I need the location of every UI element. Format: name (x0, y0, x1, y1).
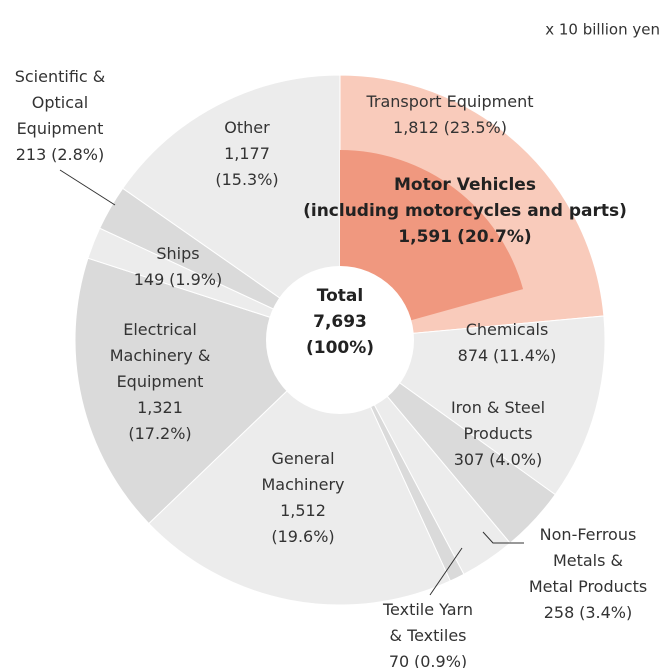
label-part: 1,512 (280, 501, 326, 520)
data-label: 1,177 (224, 144, 270, 163)
data-label: 1,321 (137, 398, 183, 417)
label-part: Ships (156, 244, 199, 263)
data-label: Metals & (553, 551, 623, 570)
data-label: & Textiles (390, 626, 467, 645)
data-label: General (271, 449, 334, 468)
label-part: Machinery & (110, 346, 211, 365)
label-part: (0.9%) (414, 652, 467, 668)
label-part: (15.3%) (215, 170, 278, 189)
data-label: (19.6%) (271, 527, 334, 546)
segment (122, 74, 341, 341)
data-label: 1,812 (23.5%) (393, 118, 507, 137)
data-label: Other (224, 118, 270, 137)
label-part: 874 (458, 346, 489, 365)
data-label: 307 (4.0%) (454, 450, 542, 469)
label-part: Metal Products (529, 577, 647, 596)
data-label: Metal Products (529, 577, 647, 596)
label-part: 7,693 (313, 312, 367, 332)
label-part: 213 (16, 145, 47, 164)
center-hole (266, 266, 414, 414)
label-part: 1,177 (224, 144, 270, 163)
leader-line (429, 547, 463, 596)
label-part: (23.5%) (444, 118, 507, 137)
data-label: (15.3%) (215, 170, 278, 189)
label-part: (100%) (306, 338, 374, 358)
label-part: Total (317, 286, 363, 306)
data-label: 7,693 (313, 312, 367, 332)
label-part: Textile Yarn (382, 600, 473, 619)
data-label: Transport Equipment (365, 92, 533, 111)
label-part: Equipment (17, 119, 104, 138)
data-label: 149 (1.9%) (134, 270, 222, 289)
data-label: Machinery (261, 475, 344, 494)
label-part: 1,321 (137, 398, 183, 417)
data-label: Iron & Steel (451, 398, 545, 417)
label-part: 1,812 (393, 118, 439, 137)
label-part: Metals & (553, 551, 623, 570)
label-part: (1.9%) (169, 270, 222, 289)
label-part: Scientific & (15, 67, 106, 86)
data-label: 1,512 (280, 501, 326, 520)
label-part: & Textiles (390, 626, 467, 645)
labels: Transport Equipment 1,812 (23.5%) Chemicals… (15, 67, 647, 668)
label-part: Iron & Steel (451, 398, 545, 417)
leader-line (59, 169, 116, 206)
data-label: Optical (32, 93, 89, 112)
label-part: Electrical (123, 320, 197, 339)
label-part: General (271, 449, 334, 468)
segments (74, 74, 606, 606)
label-part: Transport Equipment (365, 92, 533, 111)
unit-label: x 10 billion yen (545, 21, 660, 39)
data-label: Textile Yarn (382, 600, 473, 619)
data-label: (including motorcycles and parts) (303, 201, 627, 221)
data-label: 874 (11.4%) (458, 346, 557, 365)
label-part: (2.8%) (51, 145, 104, 164)
label-part: Other (224, 118, 270, 137)
label-part: Motor Vehicles (394, 175, 536, 195)
data-label: 1,591 (20.7%) (398, 227, 531, 247)
label-part: (17.2%) (128, 424, 191, 443)
data-label: Motor Vehicles (394, 175, 536, 195)
label-part: 70 (389, 652, 409, 668)
label-part: (4.0%) (489, 450, 542, 469)
label-part: (19.6%) (271, 527, 334, 546)
data-label: Scientific & (15, 67, 106, 86)
data-label: Ships (156, 244, 199, 263)
data-label: Total (317, 286, 363, 306)
label-part: 149 (134, 270, 165, 289)
label-part: (20.7%) (457, 227, 532, 247)
data-label: Chemicals (466, 320, 549, 339)
label-part: Chemicals (466, 320, 549, 339)
label-part: (11.4%) (493, 346, 556, 365)
label-part: 1,591 (398, 227, 452, 247)
data-label: (17.2%) (128, 424, 191, 443)
data-label: Equipment (17, 119, 104, 138)
data-label: Equipment (117, 372, 204, 391)
label-part: Products (463, 424, 532, 443)
label-part: Non-Ferrous (540, 525, 637, 544)
label-part: (including motorcycles and parts) (303, 201, 627, 221)
label-part: (3.4%) (579, 603, 632, 622)
data-label: Products (463, 424, 532, 443)
data-label: 70 (0.9%) (389, 652, 467, 668)
data-label: Machinery & (110, 346, 211, 365)
label-part: 258 (544, 603, 575, 622)
segment (148, 339, 451, 606)
data-label: 213 (2.8%) (16, 145, 104, 164)
data-label: (100%) (306, 338, 374, 358)
data-label: Non-Ferrous (540, 525, 637, 544)
data-label: 258 (3.4%) (544, 603, 632, 622)
leader-line (482, 531, 524, 544)
label-part: Optical (32, 93, 89, 112)
data-label: Electrical (123, 320, 197, 339)
label-part: Equipment (117, 372, 204, 391)
label-part: Machinery (261, 475, 344, 494)
label-part: 307 (454, 450, 485, 469)
